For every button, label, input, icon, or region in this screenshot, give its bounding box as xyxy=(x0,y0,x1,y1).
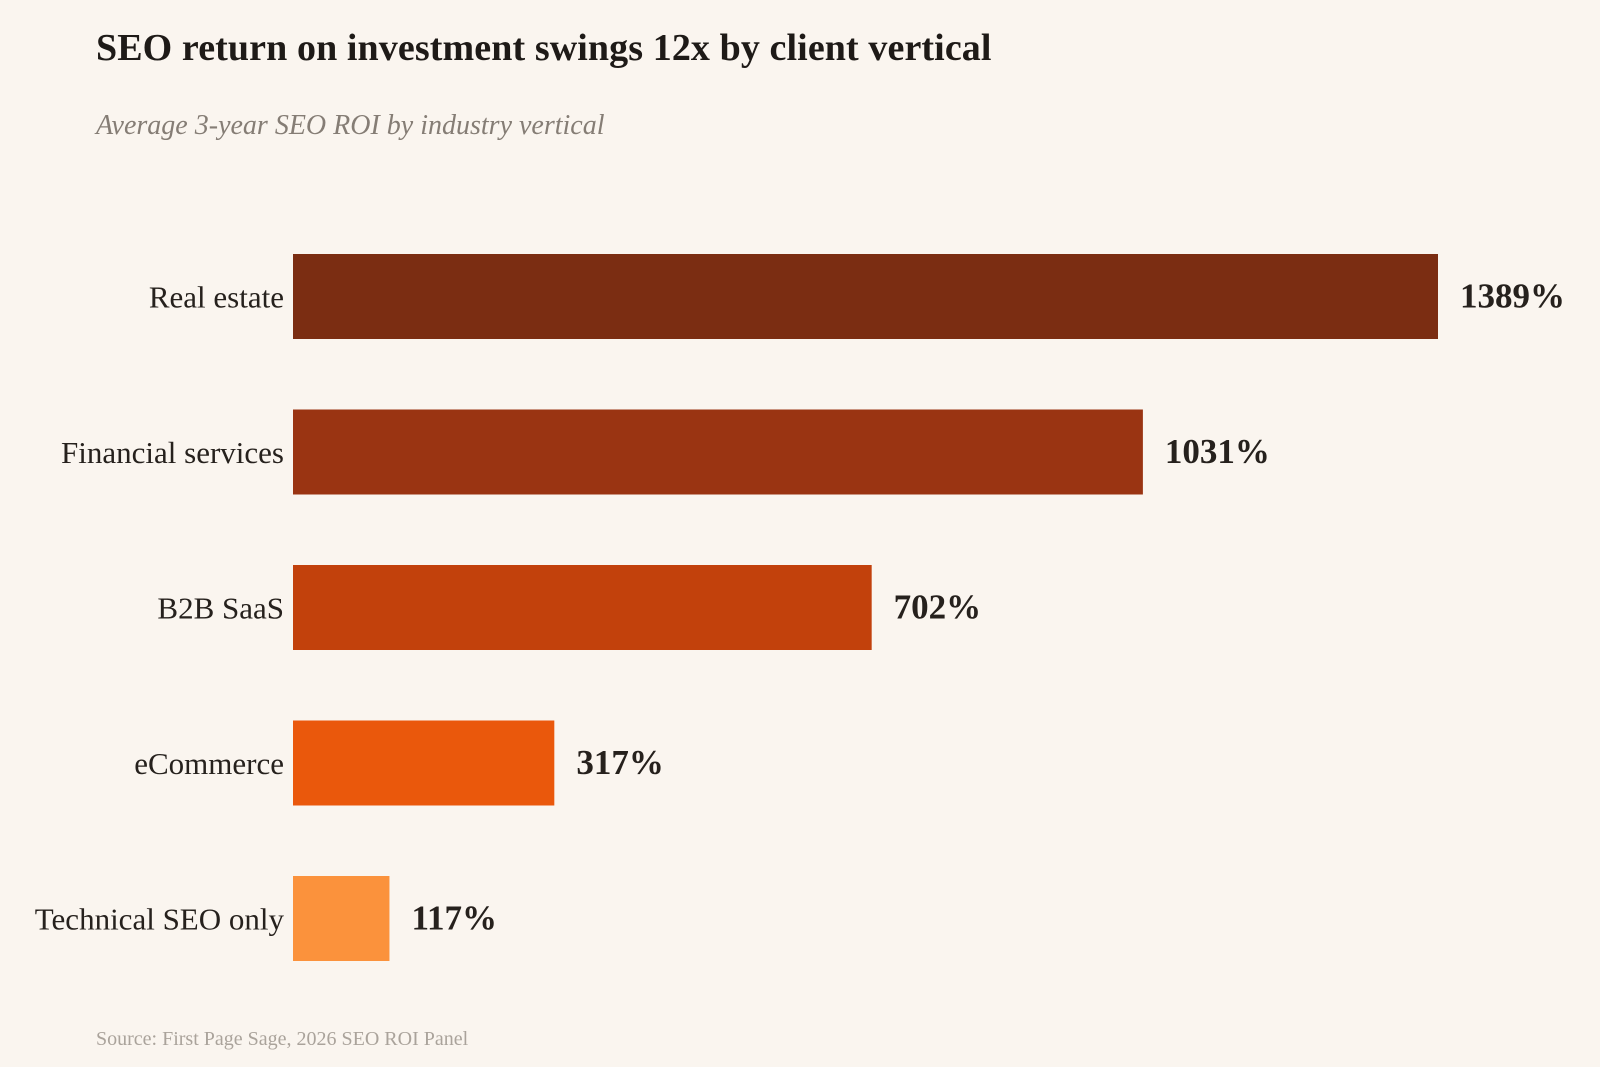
value-label: 702% xyxy=(894,588,982,627)
category-label: Financial services xyxy=(61,435,284,470)
bar xyxy=(293,409,1143,495)
category-label: Real estate xyxy=(149,280,284,315)
bar xyxy=(293,876,390,961)
value-label: 117% xyxy=(411,899,497,938)
value-label: 1031% xyxy=(1165,432,1270,471)
bar xyxy=(293,720,555,806)
category-label: eCommerce xyxy=(134,746,284,781)
category-label: Technical SEO only xyxy=(35,902,285,937)
value-label: 1389% xyxy=(1460,277,1565,316)
bar xyxy=(293,254,1438,339)
source-note: Source: First Page Sage, 2026 SEO ROI Pa… xyxy=(96,1028,469,1050)
chart-title: SEO return on investment swings 12x by c… xyxy=(96,27,992,69)
value-label: 317% xyxy=(576,743,664,782)
category-label: B2B SaaS xyxy=(157,591,284,626)
chart-subtitle: Average 3-year SEO ROI by industry verti… xyxy=(96,110,605,141)
bar xyxy=(293,565,872,650)
